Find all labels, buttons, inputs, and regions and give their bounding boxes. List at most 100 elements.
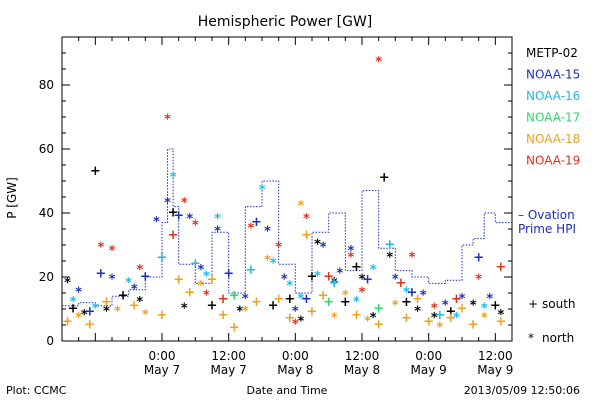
data-point-noaa-19: + [168,228,179,243]
data-point-metp-02: * [181,302,188,317]
data-point-noaa-19: + [395,276,406,291]
plot-timestamp: 2013/05/09 12:50:06 [464,384,580,397]
data-point-noaa-15: * [459,292,466,307]
legend-entry-noaa-18: NOAA-18 [526,132,580,146]
data-point-noaa-19: * [164,113,171,128]
data-point-noaa-18: + [301,228,312,243]
data-point-noaa-16: * [92,302,99,317]
y-tick-label: 0 [46,334,54,348]
data-point-noaa-19: + [218,292,229,307]
data-point-metp-02: + [68,302,79,317]
data-point-noaa-15: * [153,215,160,230]
data-point-noaa-15: * [264,225,271,240]
data-point-noaa-16: * [214,212,221,227]
south-marker-label: south [542,297,576,311]
y-tick-label: 80 [39,78,54,92]
data-point-noaa-16: + [157,250,168,265]
y-axis-label: P [GW] [5,177,19,219]
x-tick-label: 12:00 [211,349,246,363]
x-tick-date-label: May 7 [144,363,180,377]
north-marker-symbol: * [528,331,534,345]
data-point-noaa-16: * [353,295,360,310]
data-point-noaa-19: * [247,222,254,237]
data-point-metp-02: * [64,276,71,291]
data-point-noaa-15: + [251,215,262,230]
data-point-noaa-19: + [323,270,334,285]
data-point-noaa-15: * [292,305,299,320]
data-point-noaa-18: + [157,308,168,323]
data-point-noaa-15: * [347,244,354,259]
data-point-noaa-18: + [351,308,362,323]
y-axis: 0 20 40 60 80 [39,52,512,348]
data-point-noaa-17: + [323,295,334,310]
data-point-noaa-15: + [473,250,484,265]
data-point-noaa-17: + [229,289,240,304]
data-point-noaa-16: * [297,292,304,307]
data-point-noaa-19: * [136,263,143,278]
data-point-noaa-18: + [184,286,195,301]
data-point-noaa-15: * [392,273,399,288]
x-axis-label: Date and Time [247,384,328,397]
data-point-noaa-18: * [342,289,349,304]
data-point-noaa-15: * [186,212,193,227]
data-point-noaa-18: + [229,321,240,336]
data-point-metp-02: * [370,311,377,326]
x-tick-date-label: May 7 [211,363,247,377]
data-point-noaa-15: + [95,266,106,281]
data-point-noaa-18: + [495,314,506,329]
data-point-noaa-19: * [359,286,366,301]
data-point-noaa-18: + [273,292,284,307]
x-tick-date-label: May 9 [477,363,513,377]
data-point-noaa-18: * [364,314,371,329]
data-point-noaa-18: + [373,318,384,333]
data-point-noaa-18: + [307,305,318,320]
data-point-noaa-16: + [384,238,395,253]
data-point-noaa-16: * [170,170,177,185]
x-tick-label: 0:00 [415,349,442,363]
data-point-metp-02: + [351,260,362,275]
data-point-noaa-18: + [423,314,434,329]
data-point-metp-02: + [401,295,412,310]
data-point-noaa-15: * [420,289,427,304]
data-point-noaa-18: + [412,292,423,307]
data-point-noaa-15: + [301,292,312,307]
x-tick-date-label: May 9 [411,363,447,377]
data-point-noaa-18: + [173,273,184,288]
plot-credit: Plot: CCMC [6,384,67,397]
x-tick-label: 0:00 [282,349,309,363]
data-point-noaa-15: * [442,298,449,313]
data-point-noaa-18: * [392,298,399,313]
data-point-noaa-18: + [101,295,112,310]
marker-key: + south * north [528,297,576,345]
data-point-noaa-18: + [251,295,262,310]
data-point-noaa-19: * [292,318,299,333]
data-point-noaa-16: * [403,286,410,301]
data-point-noaa-15: + [362,273,373,288]
data-point-noaa-19: * [97,241,104,256]
data-point-noaa-19: * [375,55,382,70]
data-point-noaa-15: * [242,292,249,307]
data-point-noaa-16: * [286,279,293,294]
data-point-noaa-15: * [336,266,343,281]
data-point-metp-02: + [207,298,218,313]
north-marker-label: north [542,331,574,345]
data-point-noaa-19: * [109,244,116,259]
x-tick-label: 12:00 [478,349,513,363]
data-point-noaa-18: * [197,279,204,294]
data-point-noaa-16: + [329,276,340,291]
data-point-metp-02: + [340,295,351,310]
data-point-noaa-18: * [264,254,271,269]
data-point-noaa-18: * [142,308,149,323]
data-point-noaa-16: * [203,270,210,285]
data-point-noaa-15: + [223,266,234,281]
data-point-metp-02: * [331,276,338,291]
data-point-noaa-17: + [373,302,384,317]
data-point-noaa-16: + [434,308,445,323]
data-point-noaa-15: + [140,270,151,285]
data-point-metp-02: + [284,292,295,307]
data-point-noaa-18: * [242,305,249,320]
legend-entry-noaa-17: NOAA-17 [526,111,580,125]
data-point-noaa-19: + [495,260,506,275]
data-point-noaa-15: * [281,273,288,288]
